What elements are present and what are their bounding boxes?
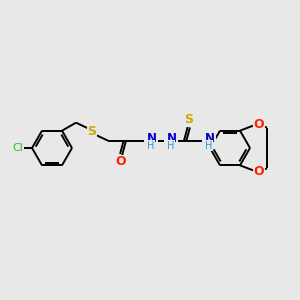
Text: N: N [205, 132, 215, 145]
Text: O: O [254, 165, 264, 178]
Text: S: S [184, 113, 194, 126]
Text: H: H [167, 141, 174, 151]
Text: O: O [116, 155, 126, 168]
Text: H: H [147, 141, 154, 151]
Text: Cl: Cl [13, 143, 23, 153]
Text: N: N [147, 132, 157, 145]
Text: S: S [88, 125, 97, 138]
Text: H: H [205, 141, 212, 151]
Text: N: N [167, 132, 177, 145]
Text: O: O [254, 118, 264, 131]
